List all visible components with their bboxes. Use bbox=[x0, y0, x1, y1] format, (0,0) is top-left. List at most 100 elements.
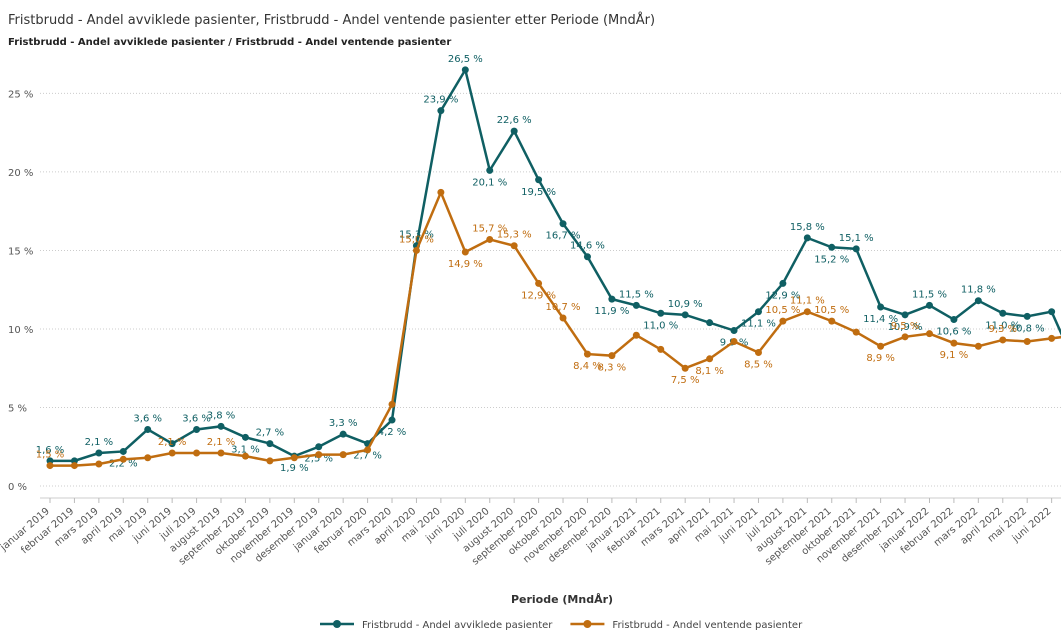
data-label: 20,1 % bbox=[472, 177, 507, 188]
data-point bbox=[950, 339, 958, 347]
x-axis-title: Periode (MndÅr) bbox=[511, 593, 613, 606]
legend-label: Fristbrudd - Andel ventende pasienter bbox=[612, 620, 803, 630]
data-label: 11,0 % bbox=[643, 320, 678, 331]
y-tick-label: 25 % bbox=[8, 89, 33, 100]
data-label: 3,1 % bbox=[231, 444, 260, 455]
data-label: 10,7 % bbox=[546, 302, 581, 313]
data-point bbox=[290, 454, 298, 462]
data-point bbox=[241, 452, 249, 460]
data-point bbox=[119, 455, 127, 463]
data-label: 11,5 % bbox=[912, 289, 947, 300]
data-point bbox=[608, 352, 616, 360]
data-point bbox=[339, 430, 347, 438]
data-point bbox=[437, 107, 445, 115]
data-label: 1,5 % bbox=[36, 450, 65, 461]
chart-title: Fristbrudd - Andel avviklede pasienter, … bbox=[8, 12, 655, 28]
data-label: 12,9 % bbox=[521, 290, 556, 301]
data-point bbox=[925, 330, 933, 338]
data-point bbox=[950, 316, 958, 324]
data-label: 15,8 % bbox=[790, 222, 825, 233]
data-point bbox=[852, 328, 860, 336]
y-tick-label: 5 % bbox=[8, 403, 27, 414]
data-point bbox=[461, 66, 469, 74]
data-point bbox=[559, 220, 567, 228]
data-point bbox=[730, 338, 738, 346]
data-point bbox=[46, 462, 54, 470]
data-point bbox=[583, 253, 591, 261]
data-label: 8,3 % bbox=[598, 363, 627, 374]
data-label: 26,5 % bbox=[448, 54, 483, 65]
data-point bbox=[339, 451, 347, 459]
data-label: 2,5 % bbox=[304, 454, 333, 465]
data-label: 2,7 % bbox=[353, 451, 382, 462]
data-label: 8,1 % bbox=[695, 366, 724, 377]
data-point bbox=[779, 279, 787, 287]
y-tick-label: 10 % bbox=[8, 325, 33, 336]
data-point bbox=[803, 234, 811, 242]
data-point bbox=[999, 309, 1007, 317]
data-point bbox=[168, 440, 176, 448]
data-label: 15,2 % bbox=[814, 254, 849, 265]
data-point bbox=[315, 451, 323, 459]
data-point bbox=[266, 440, 274, 448]
data-point bbox=[144, 454, 152, 462]
data-label: 1,9 % bbox=[280, 463, 309, 474]
data-label: 23,9 % bbox=[423, 95, 458, 106]
data-label: 3,8 % bbox=[207, 410, 236, 421]
data-label: 10,6 % bbox=[936, 327, 971, 338]
data-point bbox=[974, 342, 982, 350]
data-point bbox=[193, 425, 201, 433]
data-label: 22,6 % bbox=[497, 115, 532, 126]
data-label: 2,1 % bbox=[207, 437, 236, 448]
data-point bbox=[877, 303, 885, 311]
data-label: 10,8 % bbox=[1010, 323, 1045, 334]
y-tick-label: 0 % bbox=[8, 482, 27, 493]
data-label: 15,7 % bbox=[472, 223, 507, 234]
data-point bbox=[241, 433, 249, 441]
data-label: 11,8 % bbox=[961, 285, 996, 296]
data-point bbox=[559, 314, 567, 322]
data-label: 2,7 % bbox=[256, 428, 285, 439]
data-label: 12,9 % bbox=[765, 290, 800, 301]
data-point bbox=[461, 248, 469, 256]
data-label: 10,9 % bbox=[668, 299, 703, 310]
data-point bbox=[706, 319, 714, 327]
data-point bbox=[681, 311, 689, 319]
data-point bbox=[144, 425, 152, 433]
data-label: 9,1 % bbox=[940, 350, 969, 361]
data-label: 8,4 % bbox=[573, 361, 602, 372]
data-label: 19,5 % bbox=[521, 187, 556, 198]
data-point bbox=[510, 242, 518, 250]
data-point bbox=[706, 355, 714, 363]
data-label: 16,7 % bbox=[546, 231, 581, 242]
legend-marker bbox=[333, 620, 341, 628]
data-label: 3,6 % bbox=[182, 413, 211, 424]
data-point bbox=[974, 297, 982, 305]
data-label: 15,0 % bbox=[399, 234, 434, 245]
data-point bbox=[779, 317, 787, 325]
data-point bbox=[803, 308, 811, 316]
data-point bbox=[999, 336, 1007, 344]
data-label: 8,5 % bbox=[744, 360, 773, 371]
data-point bbox=[608, 295, 616, 303]
data-label: 10,5 % bbox=[814, 305, 849, 316]
data-label: 11,9 % bbox=[594, 306, 629, 317]
data-point bbox=[168, 449, 176, 457]
data-label: 11,0 % bbox=[985, 320, 1020, 331]
data-point bbox=[266, 457, 274, 465]
data-point bbox=[828, 243, 836, 251]
data-point bbox=[852, 245, 860, 253]
data-label: 10,9 % bbox=[888, 322, 923, 333]
data-point bbox=[364, 446, 372, 454]
data-label: 14,6 % bbox=[570, 241, 605, 252]
data-point bbox=[486, 235, 494, 243]
data-point bbox=[1023, 338, 1031, 346]
data-point bbox=[388, 416, 396, 424]
data-point bbox=[1048, 334, 1056, 342]
data-label: 1,6 % bbox=[36, 445, 65, 456]
data-label: 15,3 % bbox=[399, 230, 434, 241]
legend-label: Fristbrudd - Andel avviklede pasienter bbox=[362, 620, 553, 630]
data-point bbox=[828, 317, 836, 325]
y-tick-label: 20 % bbox=[8, 168, 33, 179]
